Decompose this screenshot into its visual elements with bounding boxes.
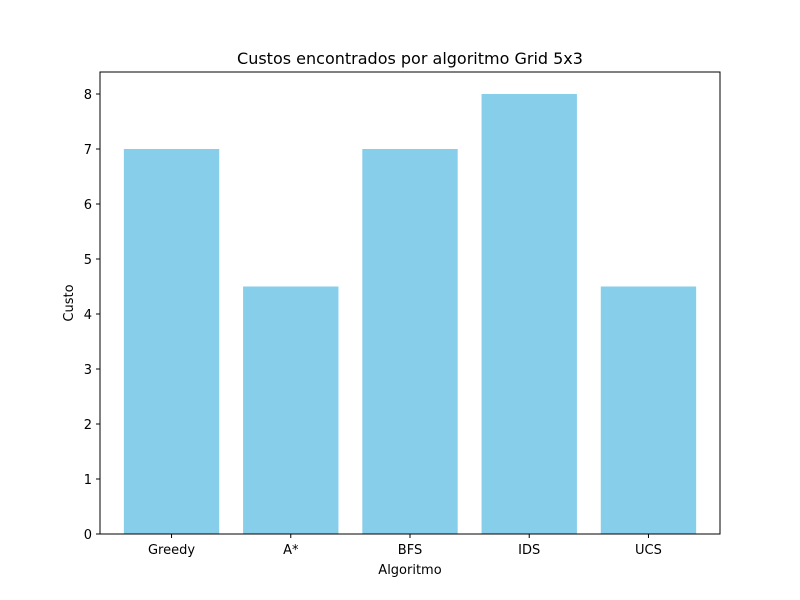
y-tick-label: 2 — [84, 418, 92, 433]
bar-greedy — [123, 149, 220, 534]
y-axis: 0 1 2 3 4 5 6 7 8 — [84, 88, 100, 543]
y-tick-label: 8 — [84, 88, 92, 103]
x-tick-label: IDS — [518, 543, 540, 558]
x-tick-label: A* — [283, 543, 299, 558]
y-tick-label: 6 — [84, 198, 92, 213]
bar-a — [243, 286, 339, 534]
bars-group — [123, 94, 697, 534]
bar-ids — [481, 94, 577, 534]
x-tick-label: Greedy — [148, 543, 195, 558]
y-tick-label: 1 — [84, 473, 92, 488]
bar-ucs — [600, 286, 697, 534]
y-tick-label: 7 — [84, 143, 92, 158]
y-tick-label: 0 — [84, 528, 92, 543]
y-tick-label: 3 — [84, 363, 92, 378]
x-tick-label: BFS — [398, 543, 422, 558]
x-tick-label: UCS — [635, 543, 662, 558]
y-tick-label: 4 — [84, 308, 92, 323]
bar-bfs — [362, 149, 458, 534]
chart-title: Custos encontrados por algoritmo Grid 5x… — [237, 49, 583, 68]
y-tick-label: 5 — [84, 253, 92, 268]
x-axis-label: Algoritmo — [378, 563, 441, 578]
x-axis: Greedy A* BFS IDS UCS — [148, 534, 662, 558]
y-axis-label: Custo — [62, 284, 77, 321]
